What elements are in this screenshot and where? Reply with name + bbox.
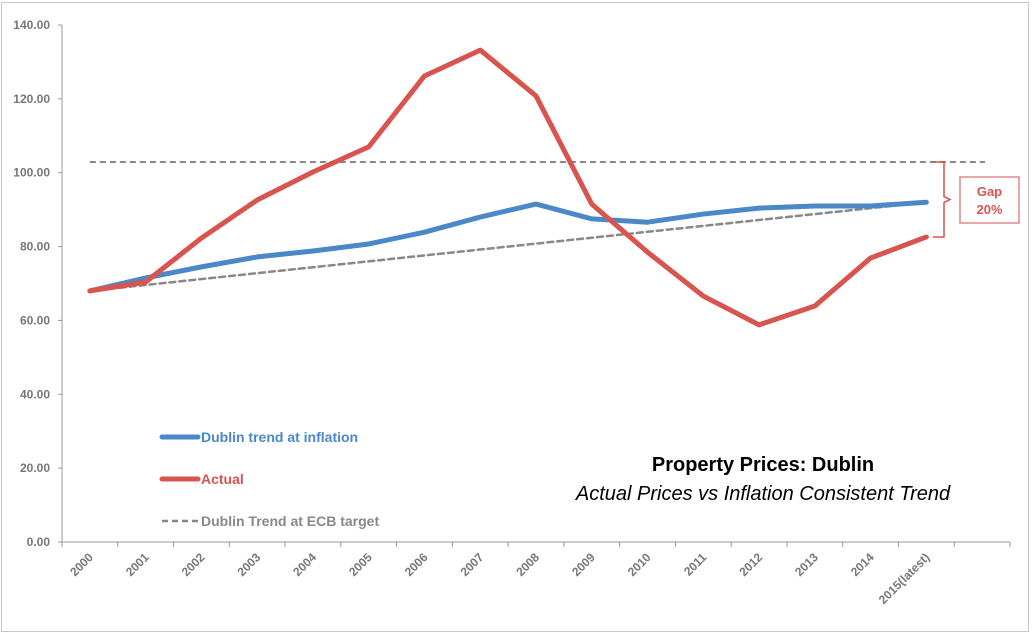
x-tick-label: 2009 — [569, 550, 598, 579]
y-tick-label: 0.00 — [27, 535, 51, 549]
legend-label: Dublin Trend at ECB target — [201, 513, 379, 529]
y-tick-label: 100.00 — [13, 166, 50, 180]
y-tick-label: 40.00 — [20, 387, 50, 401]
series-line-1 — [87, 47, 929, 328]
x-tick-label: 2004 — [290, 550, 319, 579]
y-tick-label: 120.00 — [13, 92, 50, 106]
gap-value: 20% — [976, 202, 1002, 217]
legend-label: Dublin trend at inflation — [201, 429, 358, 445]
x-tick-label: 2014 — [848, 550, 877, 579]
chart-title: Property Prices: Dublin — [652, 454, 874, 476]
x-tick-label: 2003 — [235, 550, 264, 579]
y-tick-label: 140.00 — [13, 18, 50, 32]
y-tick-label: 80.00 — [20, 240, 50, 254]
gap-bracket — [933, 161, 952, 238]
x-tick-label: 2000 — [67, 550, 96, 579]
series-line-2 — [88, 201, 928, 293]
x-tick-label: 2013 — [792, 550, 821, 579]
legend-label: Actual — [201, 471, 244, 487]
y-tick-label: 60.00 — [20, 313, 50, 327]
x-tick-label: 2001 — [123, 550, 152, 579]
chart-subtitle: Actual Prices vs Inflation Consistent Tr… — [575, 483, 951, 505]
y-tick-label: 20.00 — [20, 461, 50, 475]
x-tick-label: 2010 — [625, 550, 654, 579]
series-line-0 — [87, 199, 929, 294]
x-tick-label: 2006 — [402, 550, 431, 579]
x-tick-label: 2005 — [346, 550, 375, 579]
x-tick-label: 2012 — [736, 550, 765, 579]
x-tick-label: 2007 — [458, 550, 487, 579]
x-tick-label: 2015(latest) — [876, 550, 933, 607]
gap-annotation-box — [959, 176, 1020, 224]
x-tick-label: 2008 — [513, 550, 542, 579]
x-tick-label: 2011 — [681, 550, 710, 579]
x-tick-label: 2002 — [179, 550, 208, 579]
gap-label: Gap — [977, 184, 1002, 199]
